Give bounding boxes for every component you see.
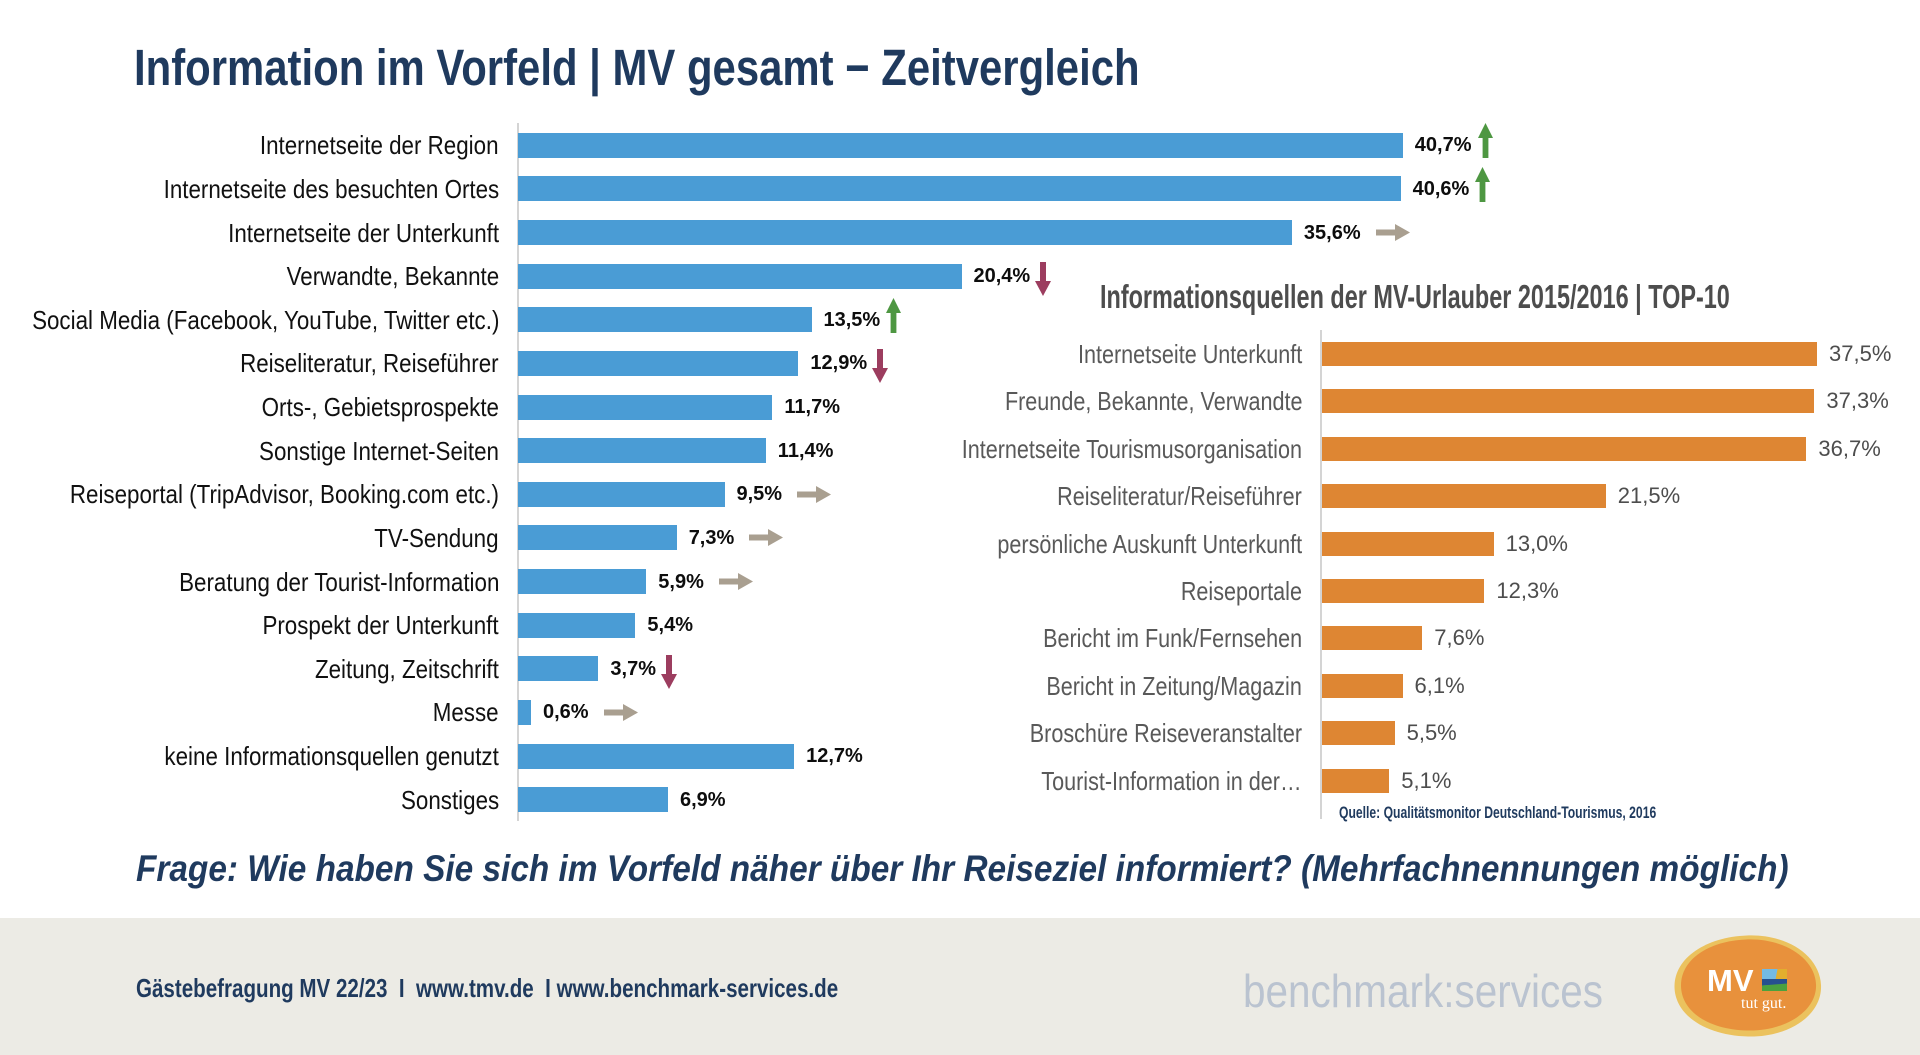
svg-text:MV: MV — [1707, 963, 1754, 998]
svg-text:tut gut.: tut gut. — [1741, 995, 1786, 1012]
